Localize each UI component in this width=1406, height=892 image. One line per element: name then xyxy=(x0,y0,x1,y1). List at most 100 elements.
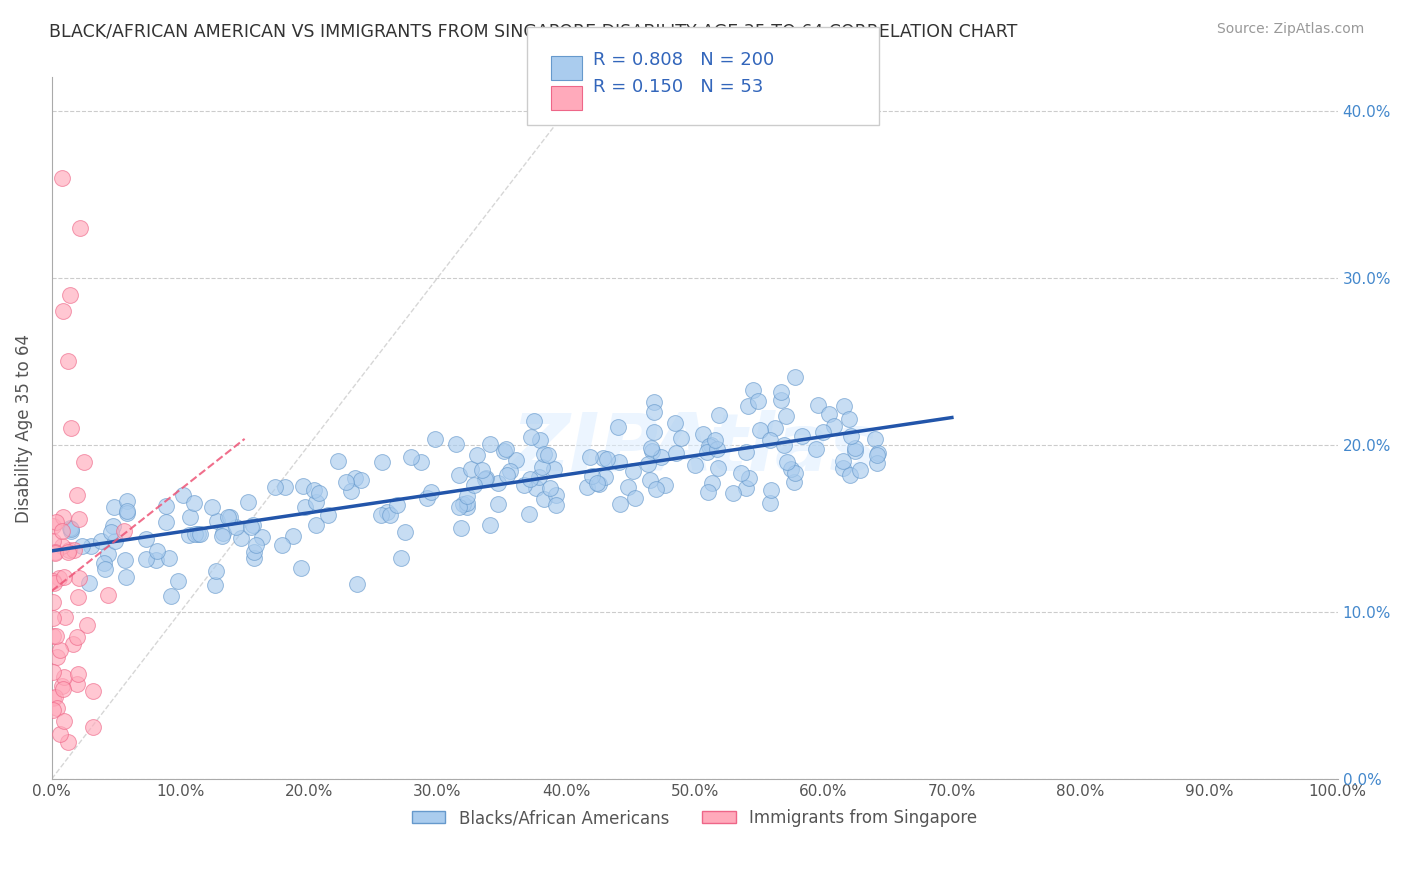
Point xyxy=(316,508,339,522)
Point xyxy=(586,475,609,490)
Point xyxy=(839,429,862,443)
Point xyxy=(378,508,401,523)
Point xyxy=(160,589,183,603)
Point xyxy=(177,528,200,542)
Point xyxy=(749,423,772,437)
Point xyxy=(53,570,76,584)
Point xyxy=(188,526,211,541)
Point xyxy=(69,220,91,235)
Point xyxy=(145,553,167,567)
Point xyxy=(350,473,373,487)
Point xyxy=(219,510,242,524)
Point xyxy=(263,480,285,494)
Point xyxy=(48,571,70,585)
Point xyxy=(115,570,138,584)
Point xyxy=(617,480,640,494)
Point xyxy=(73,454,96,468)
Point xyxy=(328,454,350,468)
Point xyxy=(42,611,65,625)
Point xyxy=(371,455,394,469)
Point xyxy=(42,574,65,588)
Point xyxy=(66,488,89,502)
Point xyxy=(66,590,89,604)
Point xyxy=(524,482,547,496)
Point xyxy=(866,446,889,460)
Point xyxy=(93,556,115,570)
Point xyxy=(117,504,139,518)
Point xyxy=(533,492,555,507)
Point xyxy=(637,458,659,472)
Point xyxy=(76,617,98,632)
Point xyxy=(100,525,122,540)
Point xyxy=(783,369,806,384)
Point xyxy=(48,642,70,657)
Point xyxy=(449,468,471,483)
Point xyxy=(471,462,494,476)
Point xyxy=(274,480,297,494)
Point xyxy=(685,458,707,473)
Point xyxy=(79,539,101,553)
Point xyxy=(49,727,72,741)
Point xyxy=(166,574,188,589)
Point xyxy=(588,477,610,491)
Point xyxy=(578,450,600,465)
Point xyxy=(42,630,65,644)
Point xyxy=(838,412,860,426)
Point xyxy=(811,425,834,439)
Point xyxy=(486,475,509,490)
Point xyxy=(399,450,422,465)
Point xyxy=(250,530,273,544)
Point xyxy=(305,494,328,508)
Point xyxy=(669,431,692,445)
Point xyxy=(479,518,502,533)
Point xyxy=(53,670,76,684)
Text: Source: ZipAtlas.com: Source: ZipAtlas.com xyxy=(1216,22,1364,37)
Point xyxy=(179,509,201,524)
Point xyxy=(416,491,439,505)
Point xyxy=(770,393,793,408)
Point xyxy=(419,484,441,499)
Point xyxy=(56,735,79,749)
Point xyxy=(692,427,714,442)
Point xyxy=(505,453,527,467)
Point xyxy=(581,468,603,483)
Point xyxy=(45,629,67,643)
Point xyxy=(155,515,177,529)
Point xyxy=(495,442,517,456)
Point xyxy=(51,170,73,185)
Y-axis label: Disability Age 35 to 64: Disability Age 35 to 64 xyxy=(15,334,32,523)
Point xyxy=(66,667,89,681)
Point xyxy=(592,450,614,465)
Point xyxy=(42,519,65,533)
Point xyxy=(697,439,720,453)
Point xyxy=(60,524,83,539)
Point xyxy=(343,471,366,485)
Point xyxy=(696,485,718,500)
Point xyxy=(696,445,718,459)
Point xyxy=(460,461,482,475)
Point xyxy=(844,444,866,458)
Point xyxy=(67,570,90,584)
Point xyxy=(394,525,416,540)
Point xyxy=(643,405,665,419)
Point xyxy=(52,714,75,728)
Point xyxy=(517,508,540,522)
Point xyxy=(103,500,125,515)
Point xyxy=(187,527,209,541)
Point xyxy=(664,416,686,430)
Point xyxy=(52,304,75,318)
Point xyxy=(389,551,412,566)
Point xyxy=(446,437,468,451)
Point xyxy=(643,425,665,440)
Point xyxy=(817,407,839,421)
Point xyxy=(638,473,661,487)
Point xyxy=(155,500,177,514)
Point xyxy=(792,429,814,443)
Point xyxy=(52,681,75,696)
Point xyxy=(53,610,76,624)
Point xyxy=(44,690,66,705)
Point xyxy=(834,400,856,414)
Point xyxy=(645,482,668,496)
Point xyxy=(56,545,79,559)
Point xyxy=(593,470,616,484)
